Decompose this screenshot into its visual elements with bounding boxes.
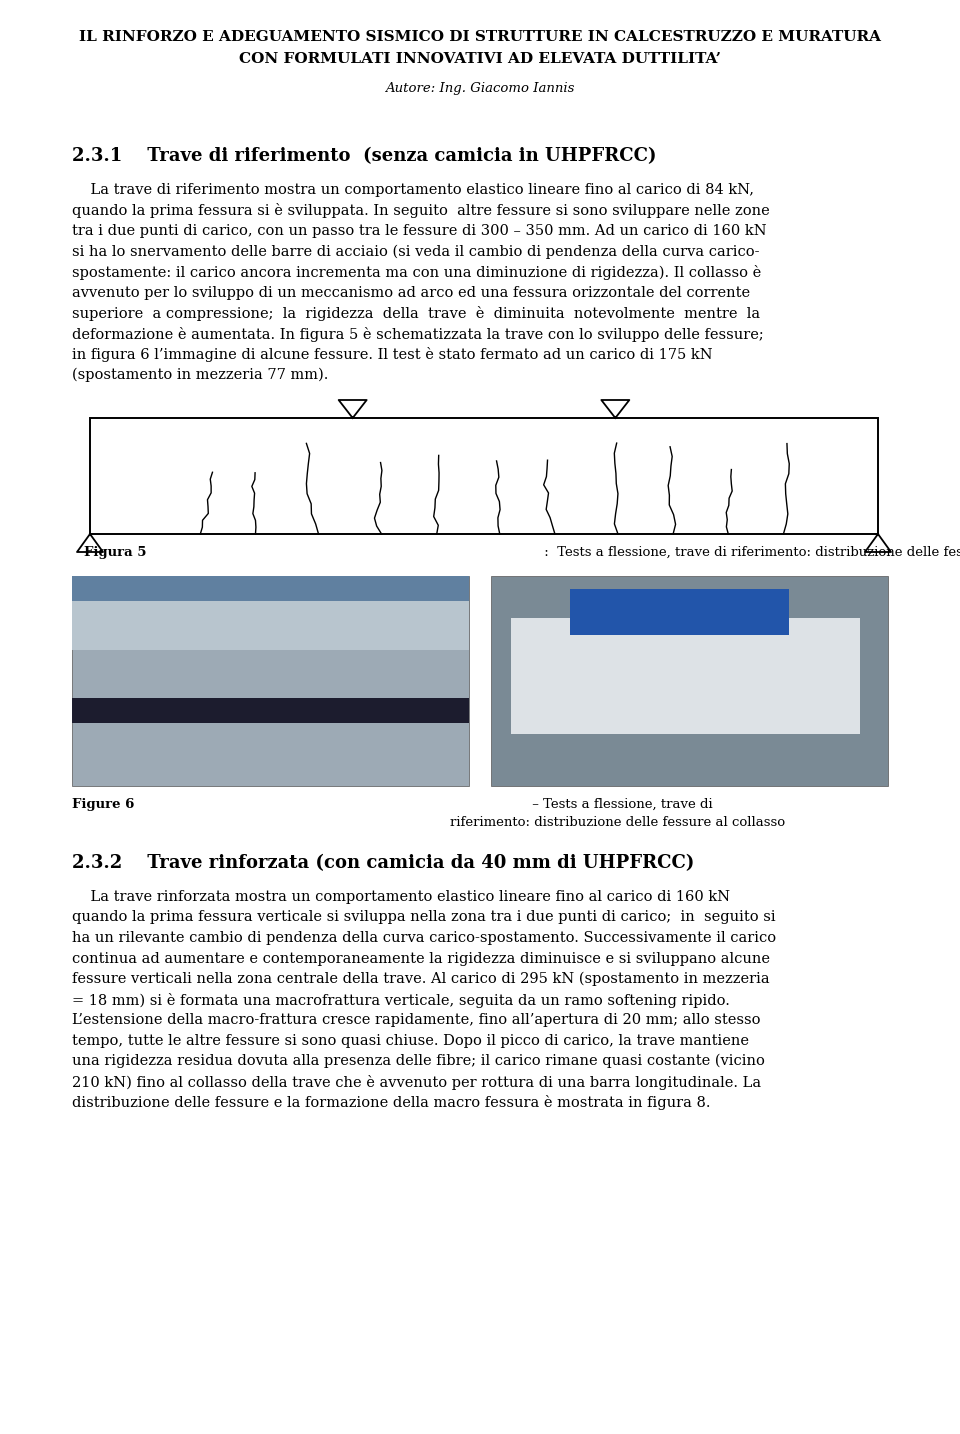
Text: spostamente: il carico ancora incrementa ma con una diminuzione di rigidezza). I: spostamente: il carico ancora incrementa… (72, 265, 761, 280)
Text: fessure verticali nella zona centrale della trave. Al carico di 295 kN (spostame: fessure verticali nella zona centrale de… (72, 972, 770, 987)
Text: una rigidezza residua dovuta alla presenza delle fibre; il carico rimane quasi c: una rigidezza residua dovuta alla presen… (72, 1054, 765, 1068)
Text: 2.3.1    Trave di riferimento  (senza camicia in UHPFRCC): 2.3.1 Trave di riferimento (senza camici… (72, 148, 657, 165)
Text: :  Tests a flessione, trave di riferimento: distribuzione delle fessure al colla: : Tests a flessione, trave di riferiment… (540, 546, 960, 559)
Text: – Tests a flessione, trave di: – Tests a flessione, trave di (528, 797, 712, 812)
Text: La trave rinforzata mostra un comportamento elastico lineare fino al carico di 1: La trave rinforzata mostra un comportame… (72, 891, 731, 903)
Bar (570, 588, 789, 635)
Text: Autore: Ing. Giacomo Iannis: Autore: Ing. Giacomo Iannis (385, 82, 575, 95)
Text: L’estensione della macro-frattura cresce rapidamente, fino all’apertura di 20 mm: L’estensione della macro-frattura cresce… (72, 1012, 760, 1027)
Text: IL RINFORZO E ADEGUAMENTO SISMICO DI STRUTTURE IN CALCESTRUZZO E MURATURA: IL RINFORZO E ADEGUAMENTO SISMICO DI STR… (79, 30, 881, 44)
Text: (spostamento in mezzeria 77 mm).: (spostamento in mezzeria 77 mm). (72, 367, 328, 381)
Text: tra i due punti di carico, con un passo tra le fessure di 300 – 350 mm. Ad un ca: tra i due punti di carico, con un passo … (72, 224, 767, 238)
Bar (72, 576, 469, 786)
Text: continua ad aumentare e contemporaneamente la rigidezza diminuisce e si sviluppa: continua ad aumentare e contemporaneamen… (72, 952, 770, 965)
Bar (72, 698, 469, 723)
Text: quando la prima fessura verticale si sviluppa nella zona tra i due punti di cari: quando la prima fessura verticale si svi… (72, 911, 776, 925)
Text: si ha lo snervamento delle barre di acciaio (si veda il cambio di pendenza della: si ha lo snervamento delle barre di acci… (72, 245, 759, 260)
Text: = 18 mm) si è formata una macrofrattura verticale, seguita da un ramo softening : = 18 mm) si è formata una macrofrattura … (72, 992, 730, 1008)
Text: 2.3.2    Trave rinforzata (con camicia da 40 mm di UHPFRCC): 2.3.2 Trave rinforzata (con camicia da 4… (72, 855, 694, 872)
Text: Figure 6: Figure 6 (72, 797, 134, 812)
Bar (511, 618, 860, 734)
Text: CON FORMULATI INNOVATIVI AD ELEVATA DUTTILITA’: CON FORMULATI INNOVATIVI AD ELEVATA DUTT… (239, 52, 721, 66)
Text: La trave di riferimento mostra un comportamento elastico lineare fino al carico : La trave di riferimento mostra un compor… (72, 184, 754, 196)
Text: avvenuto per lo sviluppo di un meccanismo ad arco ed una fessura orizzontale del: avvenuto per lo sviluppo di un meccanism… (72, 285, 750, 300)
Text: ha un rilevante cambio di pendenza della curva carico-spostamento. Successivamen: ha un rilevante cambio di pendenza della… (72, 931, 776, 945)
Text: distribuzione delle fessure e la formazione della macro fessura è mostrata in fi: distribuzione delle fessure e la formazi… (72, 1096, 710, 1110)
Bar (90, 417, 878, 533)
Bar (72, 576, 469, 601)
Text: in figura 6 l’immagine di alcune fessure. Il test è stato fermato ad un carico d: in figura 6 l’immagine di alcune fessure… (72, 347, 712, 361)
Text: superiore  a compressione;  la  rigidezza  della  trave  è  diminuita  notevolme: superiore a compressione; la rigidezza d… (72, 305, 760, 321)
Text: Figura 5: Figura 5 (84, 546, 147, 559)
Text: tempo, tutte le altre fessure si sono quasi chiuse. Dopo il picco di carico, la : tempo, tutte le altre fessure si sono qu… (72, 1034, 749, 1047)
Text: quando la prima fessura si è sviluppata. In seguito  altre fessure si sono svilu: quando la prima fessura si è sviluppata.… (72, 204, 770, 218)
Text: riferimento: distribuzione delle fessure al collasso: riferimento: distribuzione delle fessure… (450, 816, 785, 829)
Text: deformazione è aumentata. In figura 5 è schematizzata la trave con lo sviluppo d: deformazione è aumentata. In figura 5 è … (72, 327, 764, 341)
Bar (72, 576, 469, 650)
Text: 210 kN) fino al collasso della trave che è avvenuto per rottura di una barra lon: 210 kN) fino al collasso della trave che… (72, 1074, 761, 1090)
Bar (491, 576, 888, 786)
